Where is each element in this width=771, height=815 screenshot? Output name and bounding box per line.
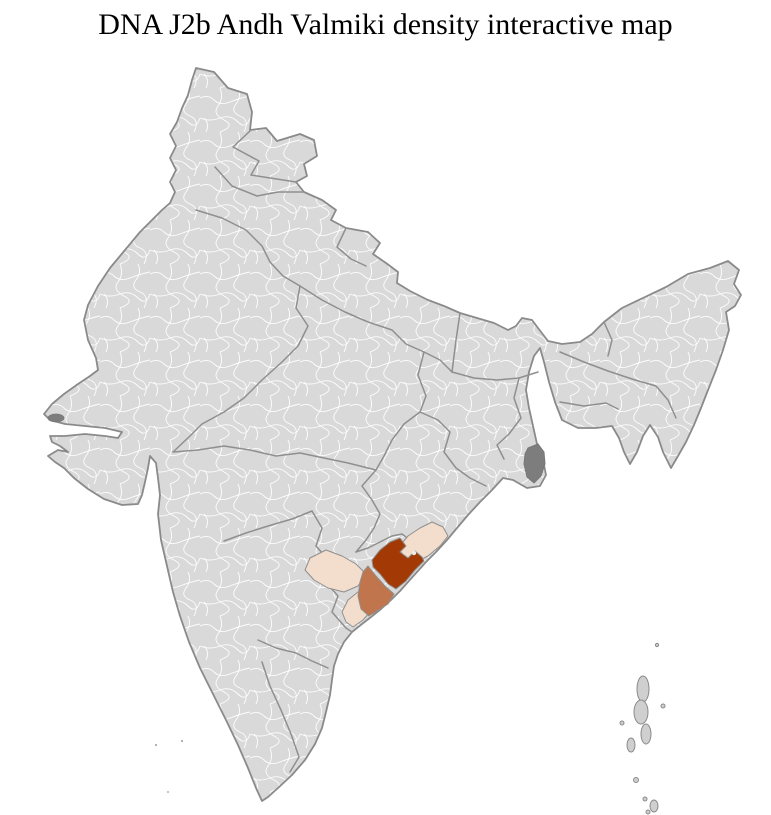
district-low-density-west[interactable] — [304, 549, 367, 593]
district-boundaries-mesh — [44, 68, 741, 801]
west-coast-islet — [47, 413, 65, 423]
west-sea-islets — [155, 740, 183, 793]
district-high-density[interactable] — [371, 537, 425, 590]
highlighted-districts[interactable] — [304, 521, 449, 628]
india-landmass[interactable] — [43, 67, 742, 802]
state-boundaries — [172, 130, 677, 773]
district-enclave-dot — [411, 550, 417, 556]
district-medium-density[interactable] — [357, 565, 395, 617]
island-chain — [619, 642, 666, 815]
page-title: DNA J2b Andh Valmiki density interactive… — [98, 8, 673, 41]
delta-region — [523, 443, 546, 484]
land-outline — [43, 67, 742, 802]
